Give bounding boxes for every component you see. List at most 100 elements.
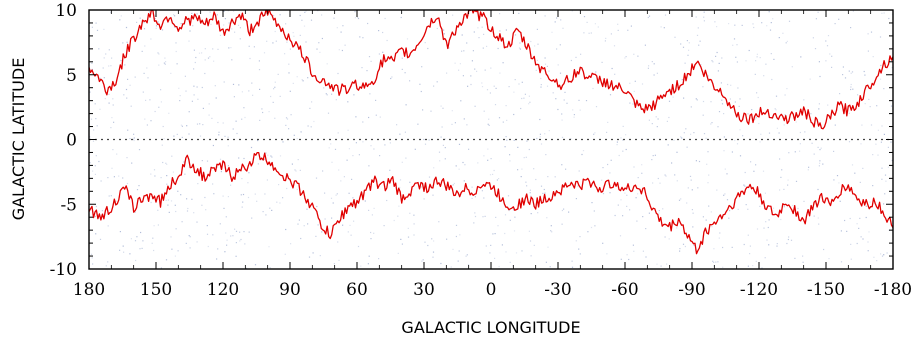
background-dot — [517, 146, 519, 148]
background-dot — [307, 77, 309, 79]
background-dot — [637, 55, 639, 57]
background-dot — [768, 11, 770, 13]
background-dot — [711, 122, 713, 124]
background-dot — [353, 220, 355, 222]
background-dot — [849, 217, 851, 220]
background-dot — [152, 237, 154, 239]
background-dot — [112, 104, 114, 106]
background-dot — [409, 212, 411, 214]
background-dot — [367, 263, 369, 265]
background-dot — [666, 263, 668, 265]
background-dot — [476, 70, 478, 72]
background-dot — [679, 248, 681, 250]
background-dot — [368, 255, 370, 257]
background-dot — [268, 246, 270, 248]
background-dot — [775, 109, 777, 111]
background-dot — [755, 60, 757, 62]
background-dot — [207, 245, 209, 248]
background-dot — [752, 23, 754, 25]
background-dot — [111, 167, 113, 169]
background-dot — [499, 72, 501, 74]
background-dot — [659, 182, 661, 184]
background-dot — [692, 226, 694, 228]
background-dot — [223, 81, 225, 83]
background-dot — [629, 209, 631, 211]
background-dot — [658, 212, 660, 214]
background-dot — [648, 119, 650, 121]
background-dot — [713, 261, 715, 263]
background-dot — [153, 225, 155, 227]
background-dot — [533, 168, 535, 170]
background-dot — [157, 52, 159, 54]
background-dot — [641, 164, 643, 166]
background-dot — [166, 183, 168, 185]
background-dot — [101, 210, 103, 212]
background-dot — [91, 257, 93, 259]
background-dot — [118, 175, 120, 177]
background-dot — [264, 193, 266, 195]
background-dot — [737, 87, 739, 89]
background-dot — [607, 163, 609, 166]
background-dot — [528, 230, 530, 232]
background-dot — [421, 260, 423, 262]
background-dot — [368, 116, 370, 119]
background-dot — [188, 235, 190, 237]
background-dot — [477, 27, 479, 29]
background-dot — [124, 64, 126, 66]
background-dot — [762, 170, 765, 172]
background-dot — [347, 129, 349, 131]
background-dot — [622, 125, 624, 127]
background-dot — [792, 204, 794, 206]
background-dot — [193, 68, 195, 70]
background-dot — [579, 109, 581, 111]
background-dot — [258, 60, 260, 62]
background-dot — [736, 61, 738, 63]
background-dot — [634, 80, 636, 82]
background-dot — [305, 10, 307, 12]
background-dot — [275, 40, 277, 42]
background-dot — [696, 99, 698, 101]
background-dot — [718, 237, 720, 239]
background-dot — [535, 69, 537, 71]
background-dot — [628, 258, 630, 261]
background-dot — [322, 170, 324, 172]
background-dot — [335, 194, 337, 196]
background-dot — [526, 140, 528, 142]
background-dot — [735, 56, 737, 58]
background-dot — [544, 133, 546, 135]
background-dot — [304, 11, 306, 13]
background-dot — [876, 105, 878, 107]
background-dot — [744, 171, 746, 174]
background-dot — [112, 98, 114, 100]
background-dot — [676, 151, 678, 153]
background-dot — [856, 223, 858, 225]
background-dot — [93, 129, 95, 131]
background-dot — [487, 159, 489, 161]
background-dot — [578, 99, 580, 101]
background-dot — [439, 160, 441, 162]
background-dot — [261, 159, 263, 161]
background-dot — [481, 190, 483, 192]
background-dot — [193, 49, 195, 51]
background-dot — [368, 165, 370, 167]
background-dot — [204, 48, 206, 50]
background-dot — [231, 59, 233, 61]
background-dot — [257, 139, 259, 142]
background-dot — [594, 225, 596, 227]
background-dot — [241, 206, 243, 208]
background-dot — [454, 62, 456, 64]
background-dot — [157, 209, 159, 211]
background-dot — [382, 51, 384, 53]
background-dot — [325, 93, 327, 95]
background-dot — [432, 251, 435, 253]
background-dot — [453, 33, 455, 35]
background-dot — [374, 180, 376, 182]
x-tick-label: 60 — [346, 280, 368, 300]
lower-contour-line — [89, 151, 893, 255]
background-dot — [711, 226, 713, 228]
background-dot — [819, 149, 821, 151]
background-dot — [859, 181, 861, 183]
background-dot — [230, 184, 232, 186]
background-dot — [799, 150, 801, 152]
background-dot — [175, 50, 177, 53]
